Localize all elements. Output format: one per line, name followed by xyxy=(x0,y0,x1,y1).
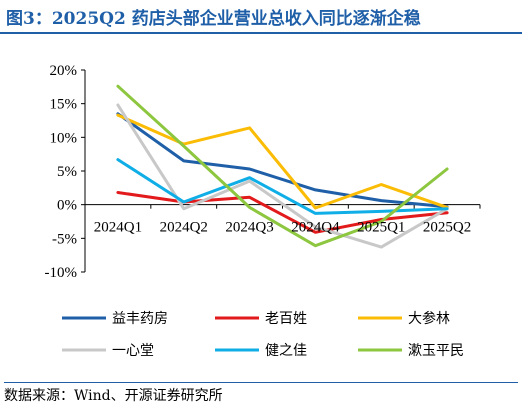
legend-label: 大参林 xyxy=(408,310,450,327)
source-note: 数据来源：Wind、开源证券研究所 xyxy=(4,382,518,405)
title-bar: 图3：2025Q2 药店头部企业营业总收入同比逐渐企稳 xyxy=(0,0,522,34)
chart-tick-labels: 20% 15% 10% 5% 0% -5% -10% 2024Q1 2024Q2 2024Q3 20… xyxy=(45,63,472,281)
series-line-1 xyxy=(116,112,449,209)
series-line-3 xyxy=(116,113,449,210)
y-tick-label: 5% xyxy=(57,164,77,180)
series-line-2 xyxy=(116,191,449,234)
y-tick-label: 20% xyxy=(50,63,78,79)
legend-label: 益丰药房 xyxy=(112,311,168,327)
y-tick-label: 10% xyxy=(50,130,78,146)
series-line-4 xyxy=(116,103,449,249)
legend-item: 一心堂 xyxy=(62,343,154,359)
legend-item: 漱玉平民 xyxy=(358,343,464,359)
chart-axes xyxy=(81,69,481,273)
x-tick-label: 2024Q2 xyxy=(160,220,208,236)
series-line-6 xyxy=(116,84,449,248)
x-tick-label: 2024Q4 xyxy=(291,220,340,236)
chart-title: 图3：2025Q2 药店头部企业营业总收入同比逐渐企稳 xyxy=(6,9,421,29)
y-tick-label: -10% xyxy=(45,265,78,281)
legend-item: 老百姓 xyxy=(215,311,307,327)
x-tick-label: 2025Q2 xyxy=(423,220,471,236)
legend-label: 老百姓 xyxy=(265,311,307,327)
x-tick-label: 2025Q1 xyxy=(357,220,405,236)
legend-label: 一心堂 xyxy=(112,343,154,359)
y-tick-label: -5% xyxy=(52,231,77,247)
legend-label: 健之佳 xyxy=(265,343,307,359)
legend-item: 健之佳 xyxy=(215,343,307,359)
y-tick-label: 0% xyxy=(57,198,77,214)
x-tick-label: 2024Q3 xyxy=(225,220,273,236)
line-chart: 20% 15% 10% 5% 0% -5% -10% 2024Q1 2024Q2 2024Q3 20… xyxy=(45,63,481,359)
legend-label: 漱玉平民 xyxy=(408,343,464,359)
legend-item: 大参林 xyxy=(358,310,450,327)
x-tick-label: 2024Q1 xyxy=(94,220,142,236)
y-tick-label: 15% xyxy=(50,97,78,113)
legend-item: 益丰药房 xyxy=(62,311,168,327)
chart-series xyxy=(116,84,449,249)
